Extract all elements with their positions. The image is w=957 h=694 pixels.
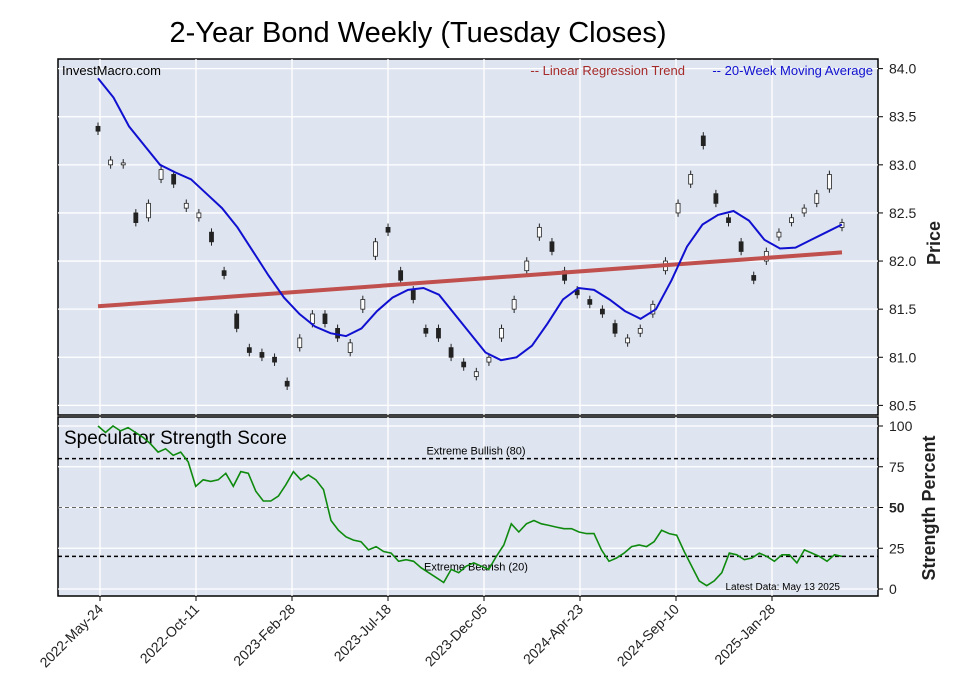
price-y-tick-label: 81.5 bbox=[889, 301, 916, 317]
candlestick-series bbox=[95, 122, 845, 390]
candle-body bbox=[700, 135, 706, 146]
extreme-bullish-label: Extreme Bullish (80) bbox=[426, 446, 525, 458]
candle-body bbox=[587, 299, 593, 305]
price-y-tick-label: 81.0 bbox=[889, 349, 916, 365]
candle-body bbox=[259, 352, 265, 358]
candle-body bbox=[789, 217, 794, 223]
chart-title: 2-Year Bond Weekly (Tuesday Closes) bbox=[170, 17, 667, 49]
candle-body bbox=[385, 226, 391, 233]
strength-y-tick-label: 50 bbox=[889, 500, 905, 516]
candle-body bbox=[549, 241, 555, 252]
strength-y-tick-label: 25 bbox=[889, 540, 905, 556]
strength-y-axis-ticks: 0 25 50 75 100 bbox=[878, 418, 913, 597]
candle-body bbox=[133, 212, 139, 223]
x-tick-label: 2025-Jan-28 bbox=[711, 601, 778, 668]
candle-body bbox=[486, 356, 492, 363]
candle-body bbox=[637, 328, 643, 334]
strength-y-tick-label: 0 bbox=[889, 581, 897, 597]
candle-body bbox=[335, 328, 340, 339]
strength-grid bbox=[58, 417, 878, 596]
candle-body bbox=[209, 231, 214, 243]
candle-body bbox=[221, 270, 227, 276]
linear-regression-trend-line bbox=[97, 250, 843, 309]
candle-body bbox=[120, 162, 126, 166]
x-tick-label: 2024-Apr-23 bbox=[520, 601, 586, 667]
candle-body bbox=[612, 323, 618, 334]
candle-body bbox=[776, 231, 782, 238]
candle-body bbox=[284, 380, 290, 387]
price-y-tick-label: 80.5 bbox=[889, 397, 916, 413]
x-tick-label: 2023-Feb-28 bbox=[230, 601, 298, 669]
candle-body bbox=[473, 371, 479, 377]
price-y-axis-label: Price bbox=[924, 221, 944, 265]
candle-body bbox=[738, 241, 744, 252]
candle-body bbox=[234, 313, 240, 329]
candle-body bbox=[360, 299, 366, 310]
strength-y-tick-label: 100 bbox=[889, 418, 913, 434]
candle-body bbox=[511, 299, 517, 310]
candle-body bbox=[183, 202, 189, 209]
x-tick-label: 2023-Dec-05 bbox=[422, 601, 491, 670]
price-y-tick-label: 84.0 bbox=[889, 61, 916, 77]
candle-body bbox=[536, 226, 542, 238]
candle-body bbox=[814, 193, 820, 204]
strength-y-tick-label: 75 bbox=[889, 459, 905, 475]
candle-body bbox=[410, 289, 416, 300]
candle-body bbox=[373, 241, 378, 257]
candle-body bbox=[625, 337, 631, 344]
candle-body bbox=[347, 342, 353, 353]
candle-body bbox=[448, 347, 454, 358]
moving-average-line bbox=[97, 77, 843, 362]
candle-body bbox=[600, 308, 605, 315]
candle-body bbox=[398, 270, 404, 281]
price-y-tick-label: 83.5 bbox=[889, 109, 916, 125]
candle-body bbox=[272, 356, 277, 363]
price-y-tick-label: 82.0 bbox=[889, 253, 916, 269]
candle-body bbox=[499, 328, 504, 339]
legend-moving-average: -- 20-Week Moving Average bbox=[712, 63, 873, 78]
candle-body bbox=[297, 337, 303, 349]
x-tick-label: 2023-Jul-18 bbox=[331, 601, 395, 665]
candle-body bbox=[246, 347, 252, 353]
x-tick-label: 2022-Oct-11 bbox=[137, 601, 203, 667]
price-y-axis-ticks: 80.5 81.0 81.5 82.0 82.5 83.0 83.5 84.0 bbox=[878, 61, 916, 413]
candle-body bbox=[461, 361, 467, 368]
candle-body bbox=[158, 169, 164, 180]
latest-data-note: Latest Data: May 13 2025 bbox=[725, 582, 840, 593]
candle-body bbox=[171, 174, 177, 185]
price-y-tick-label: 82.5 bbox=[889, 205, 916, 221]
strength-panel-title: Speculator Strength Score bbox=[64, 428, 287, 449]
price-y-tick-label: 83.0 bbox=[889, 157, 916, 173]
candle-body bbox=[524, 260, 530, 272]
candle-body bbox=[826, 174, 832, 190]
strength-score-line bbox=[97, 425, 843, 587]
x-tick-label: 2022-May-24 bbox=[36, 601, 106, 671]
candle-body bbox=[95, 125, 101, 132]
candle-body bbox=[751, 275, 757, 281]
candle-body bbox=[322, 313, 328, 324]
strength-y-axis-label: Strength Percent bbox=[919, 435, 939, 580]
price-grid bbox=[58, 59, 878, 415]
x-tick-label: 2024-Sep-10 bbox=[614, 601, 683, 670]
candle-body bbox=[108, 159, 114, 166]
candle-body bbox=[688, 174, 694, 185]
candle-body bbox=[801, 207, 807, 214]
x-axis-ticks: 2022-May-24 2022-Oct-11 2023-Feb-28 2023-Ju… bbox=[36, 596, 778, 670]
source-label: InvestMacro.com bbox=[62, 63, 161, 78]
price-panel-background bbox=[57, 58, 879, 416]
candle-body bbox=[196, 212, 202, 219]
candle-body bbox=[423, 328, 429, 334]
candle-body bbox=[436, 328, 441, 339]
candle-body bbox=[713, 193, 719, 204]
candle-body bbox=[726, 217, 731, 223]
legend-trend: -- Linear Regression Trend bbox=[530, 63, 685, 78]
candle-body bbox=[675, 202, 681, 214]
candle-body bbox=[146, 202, 151, 219]
